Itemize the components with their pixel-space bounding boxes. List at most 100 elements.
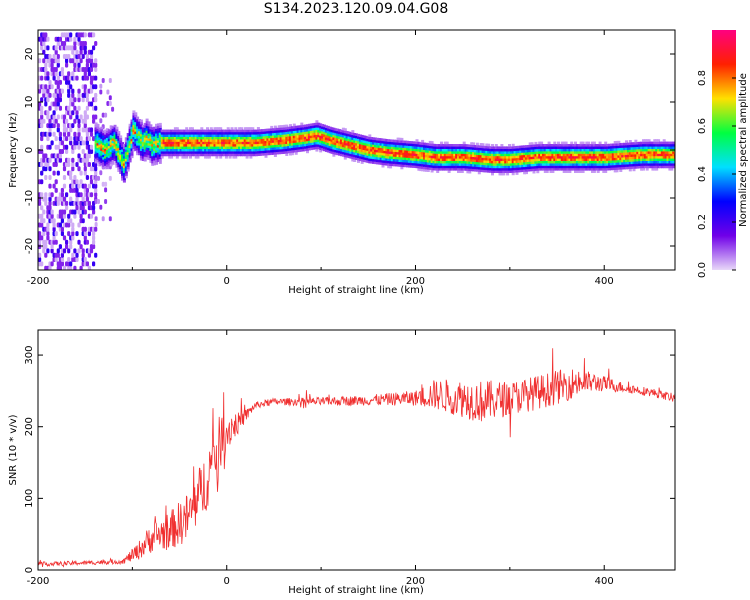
spectrogram-cell bbox=[479, 157, 483, 160]
spectrogram-cell bbox=[71, 166, 75, 172]
spectrogram-cell bbox=[177, 132, 181, 135]
spectrogram-cell bbox=[343, 157, 347, 160]
spectrogram-cell bbox=[409, 162, 413, 166]
spectrogram-cell bbox=[50, 140, 54, 146]
spectrogram-cell bbox=[351, 130, 355, 133]
spectrogram-cell bbox=[540, 165, 544, 169]
spectrogram-cell bbox=[389, 144, 393, 147]
spectrogram-cell bbox=[404, 157, 408, 160]
spectrogram-cell bbox=[224, 129, 228, 133]
spectrogram-cell bbox=[48, 127, 52, 133]
spectrogram-cell bbox=[256, 136, 260, 140]
spectrogram-cell bbox=[296, 144, 300, 148]
spectrogram-cell bbox=[260, 153, 264, 156]
spectrogram-cell bbox=[132, 112, 136, 116]
spectrogram-cell bbox=[545, 148, 549, 152]
spectrogram-cell bbox=[151, 151, 155, 154]
spectrogram-cell bbox=[158, 134, 162, 138]
spectrogram-cell bbox=[419, 142, 423, 145]
spectrogram-cell bbox=[581, 158, 585, 161]
spectrogram-cell bbox=[121, 149, 124, 152]
spectrogram-cell bbox=[311, 142, 315, 145]
spectrogram-cell bbox=[466, 163, 470, 167]
spectrogram-cell bbox=[107, 141, 111, 144]
spectrogram-cell bbox=[319, 149, 323, 153]
spectrogram-cell bbox=[126, 147, 130, 150]
spectrogram-cell bbox=[279, 129, 283, 133]
spectrogram-cell bbox=[509, 146, 513, 149]
spectrogram-cell bbox=[532, 166, 536, 169]
spectrogram-cell bbox=[509, 168, 513, 171]
spectrogram-cell bbox=[570, 153, 574, 157]
spectrogram-cell bbox=[351, 132, 355, 136]
spectrogram-cell bbox=[630, 161, 634, 165]
spectrogram-cell bbox=[198, 146, 202, 149]
spectrogram-cell bbox=[513, 158, 517, 161]
spectrogram-cell bbox=[460, 156, 464, 159]
spectrogram-cell bbox=[341, 144, 345, 148]
spectrogram-cell bbox=[430, 145, 434, 149]
spectrogram-cell bbox=[285, 134, 289, 137]
spectrogram-cell bbox=[109, 149, 113, 152]
spectrogram-cell bbox=[134, 119, 138, 123]
spectrogram-cell bbox=[332, 137, 336, 140]
spectrogram-cell bbox=[62, 41, 67, 46]
spectrogram-cell bbox=[245, 146, 249, 149]
spectrogram-cell bbox=[124, 175, 128, 179]
spectrogram-cell bbox=[100, 148, 104, 151]
spectrogram-cell bbox=[75, 58, 79, 64]
spectrogram-cell bbox=[105, 154, 109, 158]
spectrogram-cell bbox=[132, 129, 136, 133]
spectrogram-cell bbox=[145, 157, 149, 160]
spectrogram-cell bbox=[562, 156, 566, 159]
spectrogram-cell bbox=[102, 140, 106, 143]
spectrogram-cell bbox=[128, 131, 132, 134]
spectrogram-cell bbox=[636, 163, 640, 167]
spectrogram-cell bbox=[608, 146, 611, 149]
spectrogram-cell bbox=[317, 141, 321, 145]
spectrogram-cell bbox=[143, 139, 147, 143]
spectrogram-cell bbox=[421, 156, 425, 160]
spectrogram-cell bbox=[521, 162, 525, 165]
spectrogram-cell bbox=[67, 92, 71, 98]
spectrogram-cell bbox=[243, 127, 247, 130]
spectrogram-cell bbox=[500, 156, 504, 159]
spectrogram-cell bbox=[247, 148, 251, 152]
spectrogram-cell bbox=[307, 145, 311, 148]
spectrogram-cell bbox=[321, 145, 325, 149]
spectrogram-cell bbox=[374, 159, 377, 162]
spectrogram-cell bbox=[185, 129, 189, 133]
spectrogram-cell bbox=[109, 134, 113, 138]
spectrogram-cell bbox=[551, 156, 555, 159]
spectrogram-cell bbox=[134, 136, 138, 139]
spectrogram-cell bbox=[179, 141, 183, 145]
spectrogram-cell bbox=[253, 134, 257, 137]
spectrogram-cell bbox=[483, 145, 487, 149]
spectrogram-cell bbox=[77, 127, 81, 133]
spectrogram-cell bbox=[279, 137, 283, 140]
spectrogram-cell bbox=[545, 146, 549, 149]
spectrogram-cell bbox=[438, 165, 442, 169]
spectrogram-cell bbox=[628, 166, 632, 169]
spectrogram-cell bbox=[290, 126, 294, 129]
spectrogram-cell bbox=[421, 161, 425, 165]
spectrogram-cell bbox=[198, 148, 202, 152]
spectrogram-cell bbox=[485, 165, 489, 168]
x-tick-label: 0 bbox=[224, 576, 230, 587]
spectrogram-cell bbox=[390, 144, 394, 147]
spectrogram-cell bbox=[592, 144, 596, 147]
spectrogram-cell bbox=[472, 154, 476, 157]
spectrogram-cell bbox=[200, 148, 204, 152]
spectrogram-cell bbox=[598, 141, 602, 145]
spectrogram-cell bbox=[664, 153, 668, 157]
spectrogram-cell bbox=[187, 141, 191, 145]
spectrogram-cell bbox=[404, 143, 408, 146]
spectrogram-cell bbox=[172, 141, 175, 145]
spectrogram-cell bbox=[421, 168, 425, 172]
spectrogram-cell bbox=[151, 127, 155, 130]
spectrogram-cell bbox=[381, 157, 385, 161]
spectrogram-cell bbox=[62, 183, 67, 189]
spectrogram-cell bbox=[470, 156, 474, 160]
spectrogram-cell bbox=[94, 75, 98, 81]
spectrogram-cell bbox=[468, 158, 472, 162]
